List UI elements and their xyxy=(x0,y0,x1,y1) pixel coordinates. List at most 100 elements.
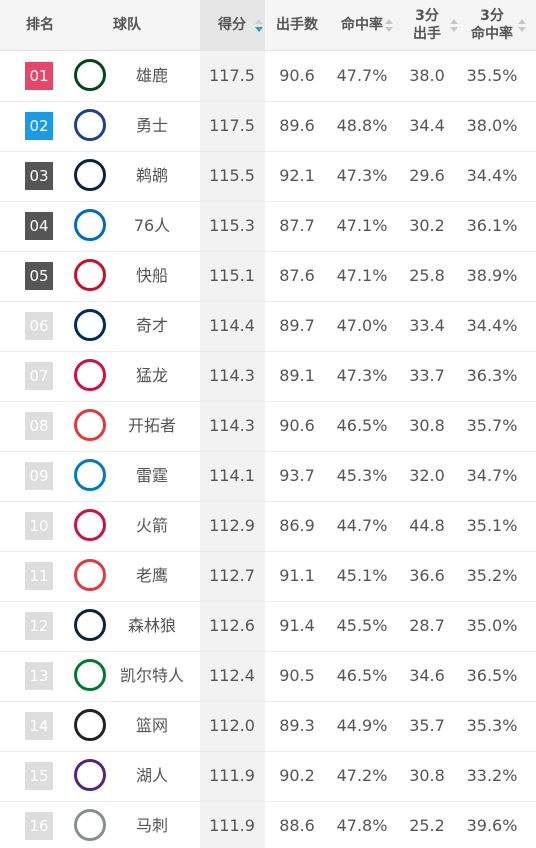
team-logo xyxy=(74,359,106,391)
stat-value: 38.0% xyxy=(466,116,518,135)
rank-badge: 08 xyxy=(25,412,53,440)
stat-value: 112.7 xyxy=(209,566,255,585)
rank-badge: 07 xyxy=(25,362,53,390)
stat-value: 35.2% xyxy=(466,566,518,585)
stat-value: 38.0 xyxy=(409,66,445,85)
team-name: 老鹰 xyxy=(135,566,168,585)
header-text: 3分 xyxy=(415,8,439,24)
stat-value: 115.1 xyxy=(209,266,255,285)
stat-value: 35.3% xyxy=(466,716,518,735)
stat-value: 29.6 xyxy=(409,166,445,185)
stat-value: 25.2 xyxy=(409,816,445,835)
stat-value: 35.1% xyxy=(466,516,518,535)
stat-value: 47.2% xyxy=(336,766,388,785)
rank-badge: 02 xyxy=(25,112,53,140)
table-row: 11 老鹰 112.7 91.1 45.1% 36.6 35.2% xyxy=(0,551,536,602)
team-logo xyxy=(74,509,106,541)
stat-value: 45.5% xyxy=(336,616,388,635)
stat-value: 47.1% xyxy=(336,266,388,285)
header-text: 得分 xyxy=(218,17,246,33)
rank-badge: 10 xyxy=(25,512,53,540)
team-logo xyxy=(74,259,106,291)
stat-value: 39.6% xyxy=(466,816,518,835)
stat-value: 35.7 xyxy=(409,716,445,735)
stat-value: 115.3 xyxy=(209,216,255,235)
team-name: 雄鹿 xyxy=(135,66,168,85)
stat-value: 47.1% xyxy=(336,216,388,235)
stat-value: 117.5 xyxy=(209,116,255,135)
stat-value: 114.3 xyxy=(209,366,255,385)
rank-badge: 15 xyxy=(25,762,53,790)
rank-badge: 05 xyxy=(25,262,53,290)
column-header[interactable]: 3分 出手 xyxy=(395,0,459,50)
stat-value: 34.7% xyxy=(466,466,518,485)
stat-value: 44.8 xyxy=(409,516,445,535)
table-row: 04 76人 115.3 87.7 47.1% 30.2 36.1% xyxy=(0,201,536,252)
stat-value: 36.1% xyxy=(466,216,518,235)
stat-value: 48.8% xyxy=(336,116,388,135)
sort-up xyxy=(518,19,526,24)
team-logo xyxy=(74,609,106,641)
active-column-bg xyxy=(200,51,265,848)
table-row: 09 雷霆 114.1 93.7 45.3% 32.0 34.7% xyxy=(0,451,536,502)
table-row: 13 凯尔特人 112.4 90.5 46.5% 34.6 36.5% xyxy=(0,651,536,702)
table-row: 15 湖人 111.9 90.2 47.2% 30.8 33.2% xyxy=(0,751,536,802)
stat-value: 36.5% xyxy=(466,666,518,685)
column-header: 出手数 xyxy=(265,0,329,50)
stat-value: 90.6 xyxy=(279,66,315,85)
rank-badge: 01 xyxy=(25,62,53,90)
stat-value: 90.6 xyxy=(279,416,315,435)
table-row: 14 篮网 112.0 89.3 44.9% 35.7 35.3% xyxy=(0,701,536,752)
stat-value: 87.6 xyxy=(279,266,315,285)
stat-value: 45.3% xyxy=(336,466,388,485)
stat-value: 30.2 xyxy=(409,216,445,235)
sort-down xyxy=(255,27,263,32)
team-name: 雷霆 xyxy=(135,466,168,485)
table-row: 03 鹈鹕 115.5 92.1 47.3% 29.6 34.4% xyxy=(0,151,536,202)
sort-up xyxy=(450,19,458,24)
stat-value: 30.8 xyxy=(409,416,445,435)
stat-value: 45.1% xyxy=(336,566,388,585)
stat-value: 112.0 xyxy=(209,716,255,735)
rank-badge: 13 xyxy=(25,662,53,690)
column-header[interactable]: 得分 xyxy=(200,0,264,50)
column-header: 球队 xyxy=(72,0,182,50)
team-logo xyxy=(74,159,106,191)
team-name: 勇士 xyxy=(135,116,168,135)
team-name: 奇才 xyxy=(135,316,168,335)
table-row: 16 马刺 111.9 88.6 47.8% 25.2 39.6% xyxy=(0,801,536,848)
header-text: 3分 xyxy=(480,8,504,24)
stat-value: 36.3% xyxy=(466,366,518,385)
team-logo xyxy=(74,409,106,441)
header-text: 命中率 xyxy=(341,17,383,33)
stat-value: 91.1 xyxy=(279,566,315,585)
stat-value: 93.7 xyxy=(279,466,315,485)
stat-value: 115.5 xyxy=(209,166,255,185)
sort-up xyxy=(385,19,393,24)
header-text: 命中率 xyxy=(471,26,513,42)
team-name: 火箭 xyxy=(135,516,168,535)
stat-value: 90.5 xyxy=(279,666,315,685)
team-name: 森林狼 xyxy=(127,616,176,635)
stat-value: 47.8% xyxy=(336,816,388,835)
rank-badge: 04 xyxy=(25,212,53,240)
table-row: 12 森林狼 112.6 91.4 45.5% 28.7 35.0% xyxy=(0,601,536,652)
stat-value: 117.5 xyxy=(209,66,255,85)
table-row: 06 奇才 114.4 89.7 47.0% 33.4 34.4% xyxy=(0,301,536,352)
table-row: 05 快船 115.1 87.6 47.1% 25.8 38.9% xyxy=(0,251,536,302)
team-name: 马刺 xyxy=(135,816,168,835)
active-column-header-bg xyxy=(200,0,265,50)
stat-value: 89.3 xyxy=(279,716,315,735)
team-name: 凯尔特人 xyxy=(119,666,184,685)
team-name: 开拓者 xyxy=(127,416,176,435)
team-logo xyxy=(74,309,106,341)
team-logo xyxy=(74,459,106,491)
header-text: 球队 xyxy=(113,17,141,33)
column-header[interactable]: 命中率 xyxy=(330,0,394,50)
column-header[interactable]: 3分命中率 xyxy=(457,0,527,50)
table-row: 02 勇士 117.5 89.6 48.8% 34.4 38.0% xyxy=(0,101,536,152)
sort-down xyxy=(518,27,526,32)
stat-value: 35.5% xyxy=(466,66,518,85)
stat-value: 33.4 xyxy=(409,316,445,335)
